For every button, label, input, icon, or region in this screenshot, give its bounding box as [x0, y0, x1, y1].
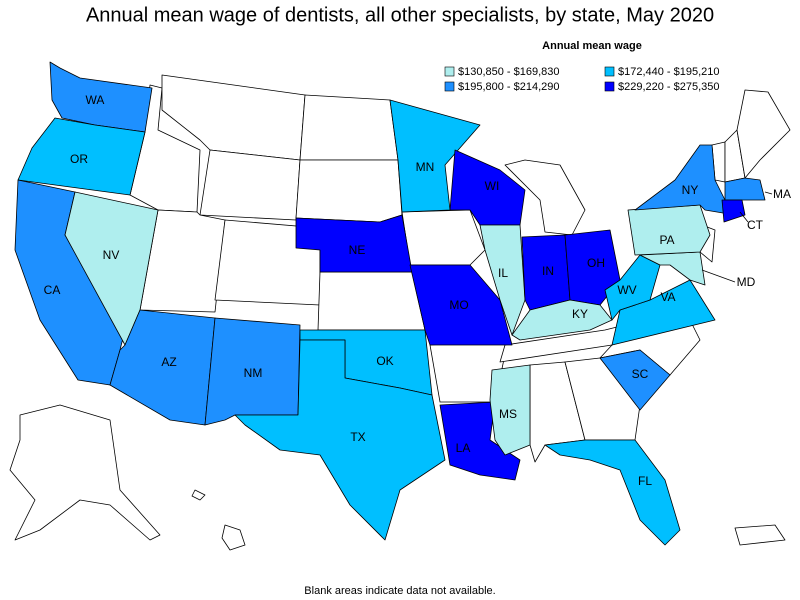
- state-label: OH: [587, 256, 605, 270]
- legend-title: Annual mean wage: [542, 40, 642, 52]
- state-label: NE: [349, 243, 366, 257]
- leader-line: [764, 191, 773, 195]
- state-label: MS: [499, 407, 517, 421]
- state: [299, 94, 399, 161]
- state-label: OK: [376, 354, 393, 368]
- legend-swatch: [444, 81, 455, 92]
- state-label: WV: [617, 283, 636, 297]
- state-label: PA: [659, 233, 674, 247]
- state-label: IN: [542, 264, 554, 278]
- state: [317, 271, 426, 331]
- state: [234, 339, 446, 541]
- leader-line: [701, 269, 736, 283]
- blank-states: [9, 74, 791, 551]
- states: [14, 61, 766, 546]
- title: Annual mean wage of dentists, all other …: [86, 4, 714, 26]
- state-label: VA: [660, 290, 675, 304]
- state: [564, 357, 641, 441]
- legend-label: $195,800 - $214,290: [458, 81, 560, 93]
- state: [734, 524, 786, 546]
- state-label: NV: [103, 248, 120, 262]
- state-label: WA: [86, 93, 105, 107]
- legend-label: $130,850 - $169,830: [458, 66, 560, 78]
- state: [401, 209, 486, 266]
- state-label: OR: [70, 152, 88, 166]
- state: [627, 204, 711, 256]
- legend-label: $229,220 - $275,350: [618, 81, 720, 93]
- legend-swatch: [604, 81, 615, 92]
- state-label: KY: [572, 307, 588, 321]
- state: [504, 159, 586, 236]
- state: [295, 159, 403, 223]
- legend-swatch: [604, 66, 615, 77]
- state-label: TX: [350, 430, 365, 444]
- state: [724, 177, 766, 201]
- legend-label: $172,440 - $195,210: [618, 66, 720, 78]
- legend-swatch: [444, 66, 455, 77]
- state: [634, 144, 736, 216]
- state-label: WI: [485, 179, 500, 193]
- state: [9, 404, 161, 541]
- state-label: NM: [244, 366, 263, 380]
- state: [191, 489, 206, 501]
- legend: Annual mean wage $130,850 - $169,830 $17…: [444, 40, 720, 93]
- footnote: Blank areas indicate data not available.: [304, 585, 495, 597]
- state-label: FL: [638, 474, 652, 488]
- state: [736, 89, 791, 179]
- state-label: MN: [416, 160, 435, 174]
- state-label: MA: [773, 187, 791, 201]
- state-label: CA: [44, 283, 61, 297]
- state-label: LA: [456, 441, 471, 455]
- state: [489, 364, 531, 456]
- state: [409, 264, 513, 346]
- state-label: AZ: [161, 355, 176, 369]
- state-label: MD: [737, 275, 756, 289]
- state-label: SC: [632, 367, 649, 381]
- state: [295, 214, 413, 273]
- state-label: IL: [498, 266, 508, 280]
- state: [511, 299, 613, 341]
- state: [221, 524, 246, 551]
- state-label: NY: [682, 183, 699, 197]
- state: [17, 117, 146, 196]
- state-label: CT: [747, 218, 764, 232]
- state: [721, 199, 746, 223]
- state: [599, 349, 671, 411]
- state: [199, 149, 301, 221]
- leader-line: [739, 211, 749, 223]
- state: [544, 439, 681, 546]
- state-labels: WA OR CA NV AZ NM NE OK TX MN MO LA WI I…: [44, 93, 791, 488]
- state-label: MO: [449, 298, 468, 312]
